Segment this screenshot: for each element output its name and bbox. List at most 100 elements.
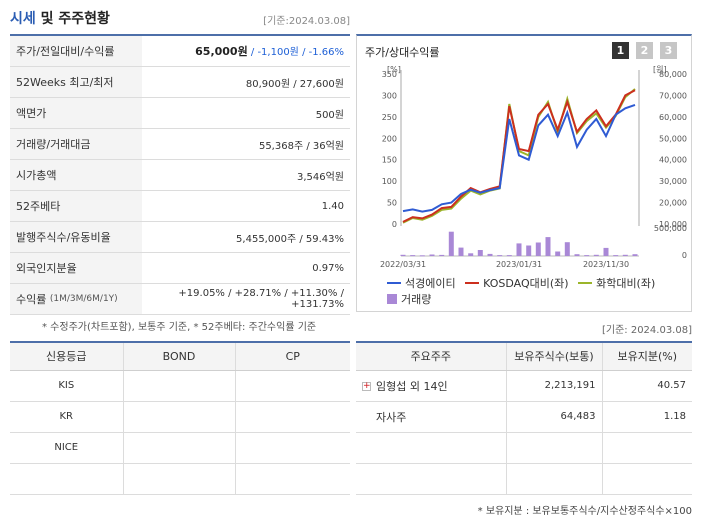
column-header: 보유주식수(보통) <box>505 342 602 371</box>
column-header: BOND <box>122 342 235 371</box>
summary-label: 52Weeks 최고/최저 <box>10 67 142 97</box>
table-cell <box>234 370 350 402</box>
summary-row-mcap: 시가총액 3,546억원 <box>10 160 350 191</box>
volume-bar <box>497 255 503 257</box>
table-cell <box>122 463 235 495</box>
page-title: 시세 및 주주현황 <box>10 8 110 28</box>
summary-label: 수익률 (1M/3M/6M/1Y) <box>10 284 142 314</box>
table-cell: 2,213,191 <box>505 370 602 402</box>
table-row <box>356 463 692 495</box>
volume-bar <box>555 251 561 256</box>
title-subtext: 및 주주현황 <box>40 11 110 27</box>
volume-bar <box>400 254 406 256</box>
table-cell: KR <box>10 401 123 433</box>
table-row: NICE <box>10 432 350 464</box>
legend-label: 석경에이티 <box>405 277 456 290</box>
return-1y: / +131.73% <box>291 288 344 310</box>
legend-label: 화학대비(좌) <box>596 277 656 290</box>
table-cell <box>356 463 506 495</box>
series-line-화학대비(좌) <box>402 88 636 224</box>
summary-row-beta: 52주베타 1.40 <box>10 191 350 222</box>
table-cell: 1.18 <box>601 401 692 433</box>
credit-reference-date: [기준: 2024.03.08] <box>601 325 692 336</box>
chart-page-1-button[interactable]: 1 <box>612 42 629 59</box>
left-tick-label: 250 <box>382 113 397 122</box>
holder-name[interactable]: 임형섭 외 14인 <box>376 379 448 393</box>
volume-bar <box>526 245 532 256</box>
expand-plus-icon[interactable]: + <box>362 381 371 391</box>
return-label: 수익률 <box>16 293 47 306</box>
holder-name-cell[interactable]: + 임형섭 외 14인 <box>356 370 506 402</box>
x-tick-label: 2023/01/31 <box>496 260 542 269</box>
volume-bar <box>632 254 638 256</box>
return-1m: +19.05% <box>178 288 225 299</box>
left-tick-label: 300 <box>382 91 397 100</box>
table-row: KIS <box>10 370 350 402</box>
table-cell <box>356 432 506 464</box>
right-tick-label: 10,000 <box>659 220 687 229</box>
volume-bar <box>419 255 425 257</box>
right-tick-label: 20,000 <box>659 199 687 208</box>
table-cell: 40.57 <box>601 370 692 402</box>
summary-value: 500원 <box>315 109 344 121</box>
summary-label: 거래량/거래대금 <box>10 129 142 159</box>
chart-title: 주가/상대수익률 <box>365 46 440 59</box>
table-cell <box>505 432 602 464</box>
table-cell <box>601 432 692 464</box>
right-tick-label: 30,000 <box>659 177 687 186</box>
chart-panel: 주가/상대수익률 1 2 3 [%] [원] 0 50 100 150 200 250 300 3… <box>356 34 692 312</box>
left-tick-label: 50 <box>387 199 397 208</box>
summary-row-volume: 거래량/거래대금 55,368주 / 36억원 <box>10 129 350 160</box>
volume-tick-label: 500,000 <box>654 224 687 233</box>
table-cell <box>234 463 350 495</box>
table-cell <box>234 432 350 464</box>
price-chart: [%] [원] 0 50 100 150 200 250 300 350 10,000 20,000 3… <box>380 65 687 269</box>
summary-row-face: 액면가 500원 <box>10 98 350 129</box>
table-row: KR <box>10 401 350 433</box>
volume-bar <box>535 242 541 256</box>
volume-bar <box>468 253 474 256</box>
chart-legend: 석경에이티 KOSDAQ대비(좌) 화학대비(좌) 거래량 <box>387 274 687 307</box>
chart-page-2-button[interactable]: 2 <box>636 42 653 59</box>
summary-row-price: 주가/전일대비/수익률 65,000원 / -1,100원 / -1.66% <box>10 36 350 67</box>
legend-item-chem: 화학대비(좌) <box>578 275 655 291</box>
table-row <box>356 432 692 464</box>
summary-value: 0.97% <box>312 262 344 274</box>
summary-value: 3,546억원 <box>296 171 344 183</box>
right-axis-unit: [원] <box>653 65 667 74</box>
chart-page-3-button[interactable]: 3 <box>660 42 677 59</box>
summary-value: 65,000원 / -1,100원 / -1.66% <box>142 43 350 59</box>
table-cell <box>122 432 235 464</box>
table-cell <box>234 401 350 433</box>
left-tick-label: 350 <box>382 70 397 79</box>
legend-label: 거래량 <box>401 293 432 306</box>
summary-row-return: 수익률 (1M/3M/6M/1Y) +19.05% / +28.71% / +1… <box>10 284 350 315</box>
change-pct-value: / -1.66% <box>298 47 344 58</box>
volume-bar <box>564 242 570 256</box>
return-6m: / +11.30% <box>281 288 338 299</box>
volume-bar <box>574 254 580 256</box>
legend-line-icon <box>387 282 401 284</box>
volume-bar <box>448 231 454 256</box>
volume-bar <box>487 253 493 256</box>
summary-label: 발행주식수/유동비율 <box>10 222 142 252</box>
table-cell <box>10 463 123 495</box>
right-tick-label: 70,000 <box>659 91 687 100</box>
legend-item-stock: 석경에이티 <box>387 275 456 291</box>
legend-line-icon <box>465 282 480 284</box>
table-row: 자사주 64,483 1.18 <box>356 401 692 433</box>
table-cell: NICE <box>10 432 123 464</box>
table-cell: 64,483 <box>505 401 602 433</box>
table-header-row: 주요주주 보유주식수(보통) 보유지분(%) <box>356 342 692 371</box>
volume-bar <box>429 254 435 256</box>
volume-tick-label: 0 <box>682 251 687 260</box>
table-cell <box>122 401 235 433</box>
volume-bar <box>516 243 522 256</box>
summary-label: 주가/전일대비/수익률 <box>10 36 142 66</box>
summary-value: +19.05% / +28.71% / +11.30% / +131.73% <box>142 288 350 310</box>
summary-label: 52주베타 <box>10 191 142 221</box>
left-axis-unit: [%] <box>387 65 401 74</box>
volume-bar <box>458 247 464 256</box>
series-line-KOSDAQ대비(좌) <box>402 89 636 223</box>
volume-bar <box>439 254 445 256</box>
